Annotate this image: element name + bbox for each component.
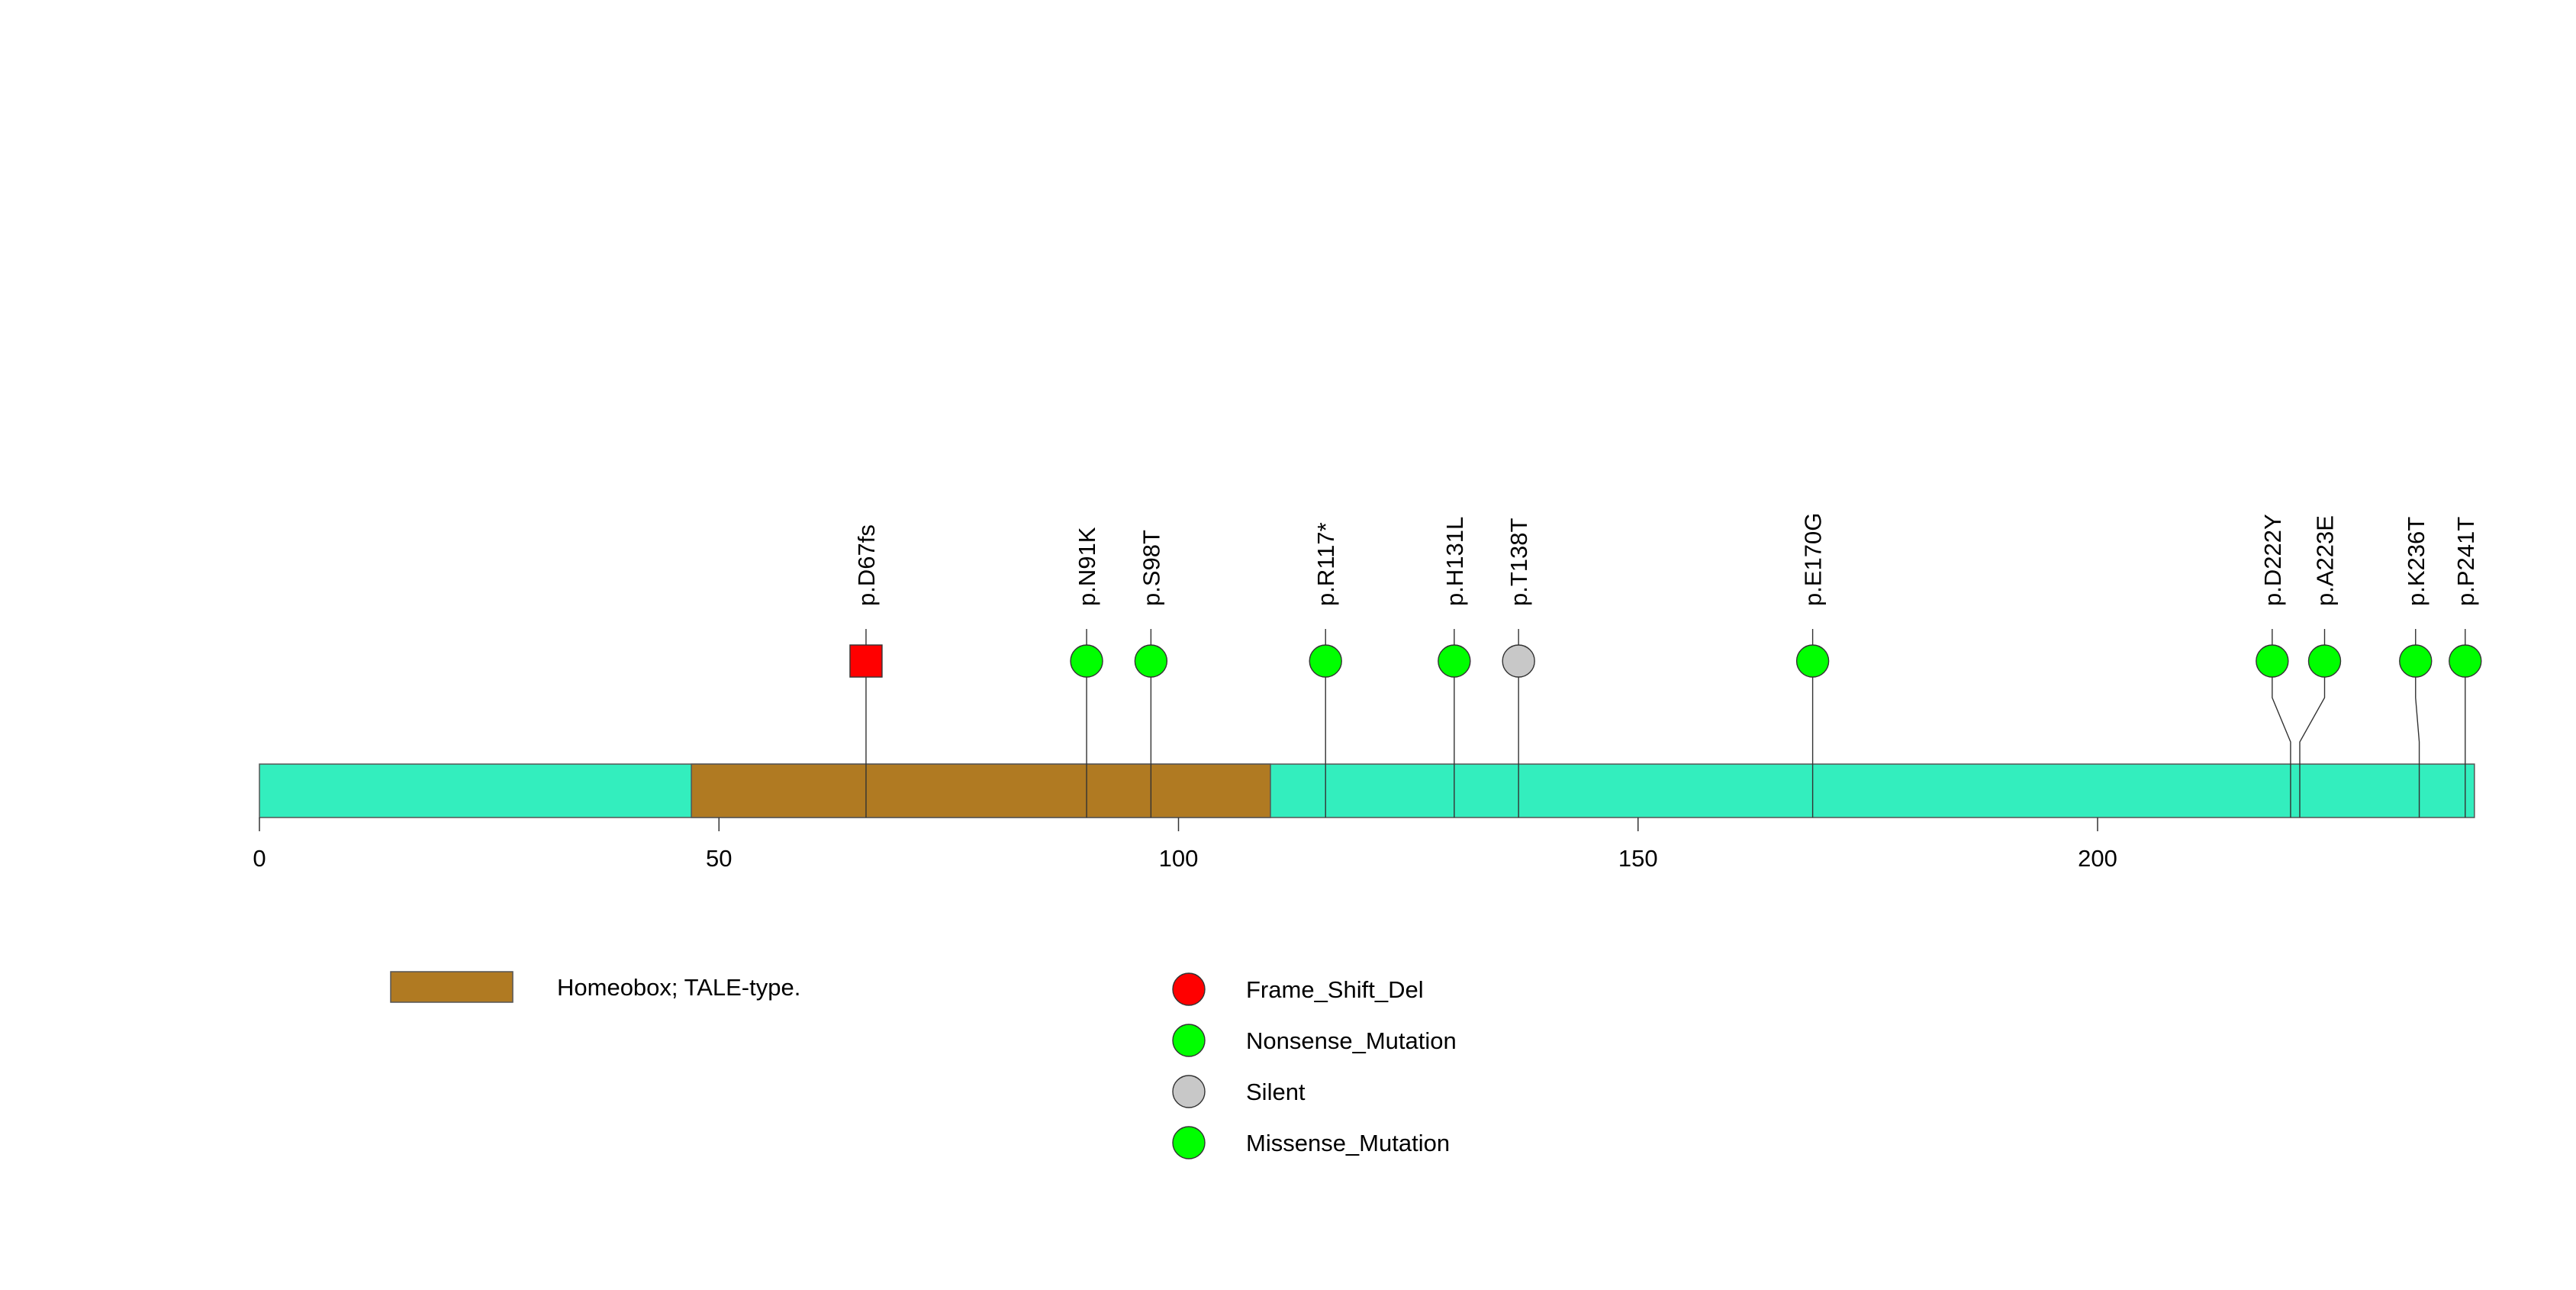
mutation-label: p.R117* xyxy=(1312,522,1339,606)
x-axis: 0 50 100 150 200 xyxy=(253,818,2117,872)
mutation-marker xyxy=(2399,644,2433,678)
mutation-marker xyxy=(1795,644,1830,678)
mutation-marker xyxy=(2449,644,2482,678)
legend-label-mutation: Missense_Mutation xyxy=(1246,1130,1450,1156)
x-tick-label: 100 xyxy=(1159,845,1199,872)
legend-label-domain: Homeobox; TALE-type. xyxy=(557,974,800,1001)
mutation-label: p.K236T xyxy=(2403,517,2429,606)
mutation-marker xyxy=(1070,644,1103,678)
x-tick-label: 0 xyxy=(253,845,266,872)
mutation-label: p.T138T xyxy=(1505,518,1532,606)
x-tick-label: 200 xyxy=(2078,845,2117,872)
mutation-label: p.D222Y xyxy=(2259,514,2286,606)
mutation-layer: p.D67fs p.N91K p.S98T p.R117* p.H131L p.T138T… xyxy=(849,513,2482,818)
legend: Homeobox; TALE-type. Frame_Shift_Del Nonse… xyxy=(390,971,1457,1159)
protein-backbone-layer xyxy=(259,763,2475,818)
mutation-marker xyxy=(1438,644,1471,678)
mutation-label: p.H131L xyxy=(1441,517,1468,606)
mutation-marker xyxy=(1134,644,1168,678)
mutation-label: p.S98T xyxy=(1138,530,1164,606)
mutation-marker xyxy=(2307,644,2342,678)
legend-label-mutation: Silent xyxy=(1246,1079,1306,1105)
mutation-marker xyxy=(1502,644,1535,678)
domain-homeobox xyxy=(691,763,1271,818)
legend-marker xyxy=(1172,1024,1206,1057)
legend-marker xyxy=(1172,1075,1206,1108)
legend-label-mutation: Nonsense_Mutation xyxy=(1246,1027,1457,1054)
x-tick-label: 150 xyxy=(1618,845,1658,872)
legend-marker xyxy=(1172,1126,1206,1159)
mutation-marker-frameshift xyxy=(849,644,883,678)
x-tick-label: 50 xyxy=(706,845,732,872)
mutation-marker xyxy=(1309,644,1342,678)
mutation-label: p.N91K xyxy=(1074,527,1100,606)
mutation-label: p.D67fs xyxy=(853,524,880,606)
mutation-label: p.E170G xyxy=(1800,513,1827,606)
legend-marker xyxy=(1172,972,1206,1006)
mutation-marker xyxy=(2256,644,2289,678)
legend-label-mutation: Frame_Shift_Del xyxy=(1246,976,1424,1003)
mutation-label: p.P241T xyxy=(2452,517,2479,606)
legend-swatch-homeobox xyxy=(390,971,514,1003)
protein-backbone xyxy=(259,763,2475,818)
mutation-label: p.A223E xyxy=(2312,515,2339,606)
